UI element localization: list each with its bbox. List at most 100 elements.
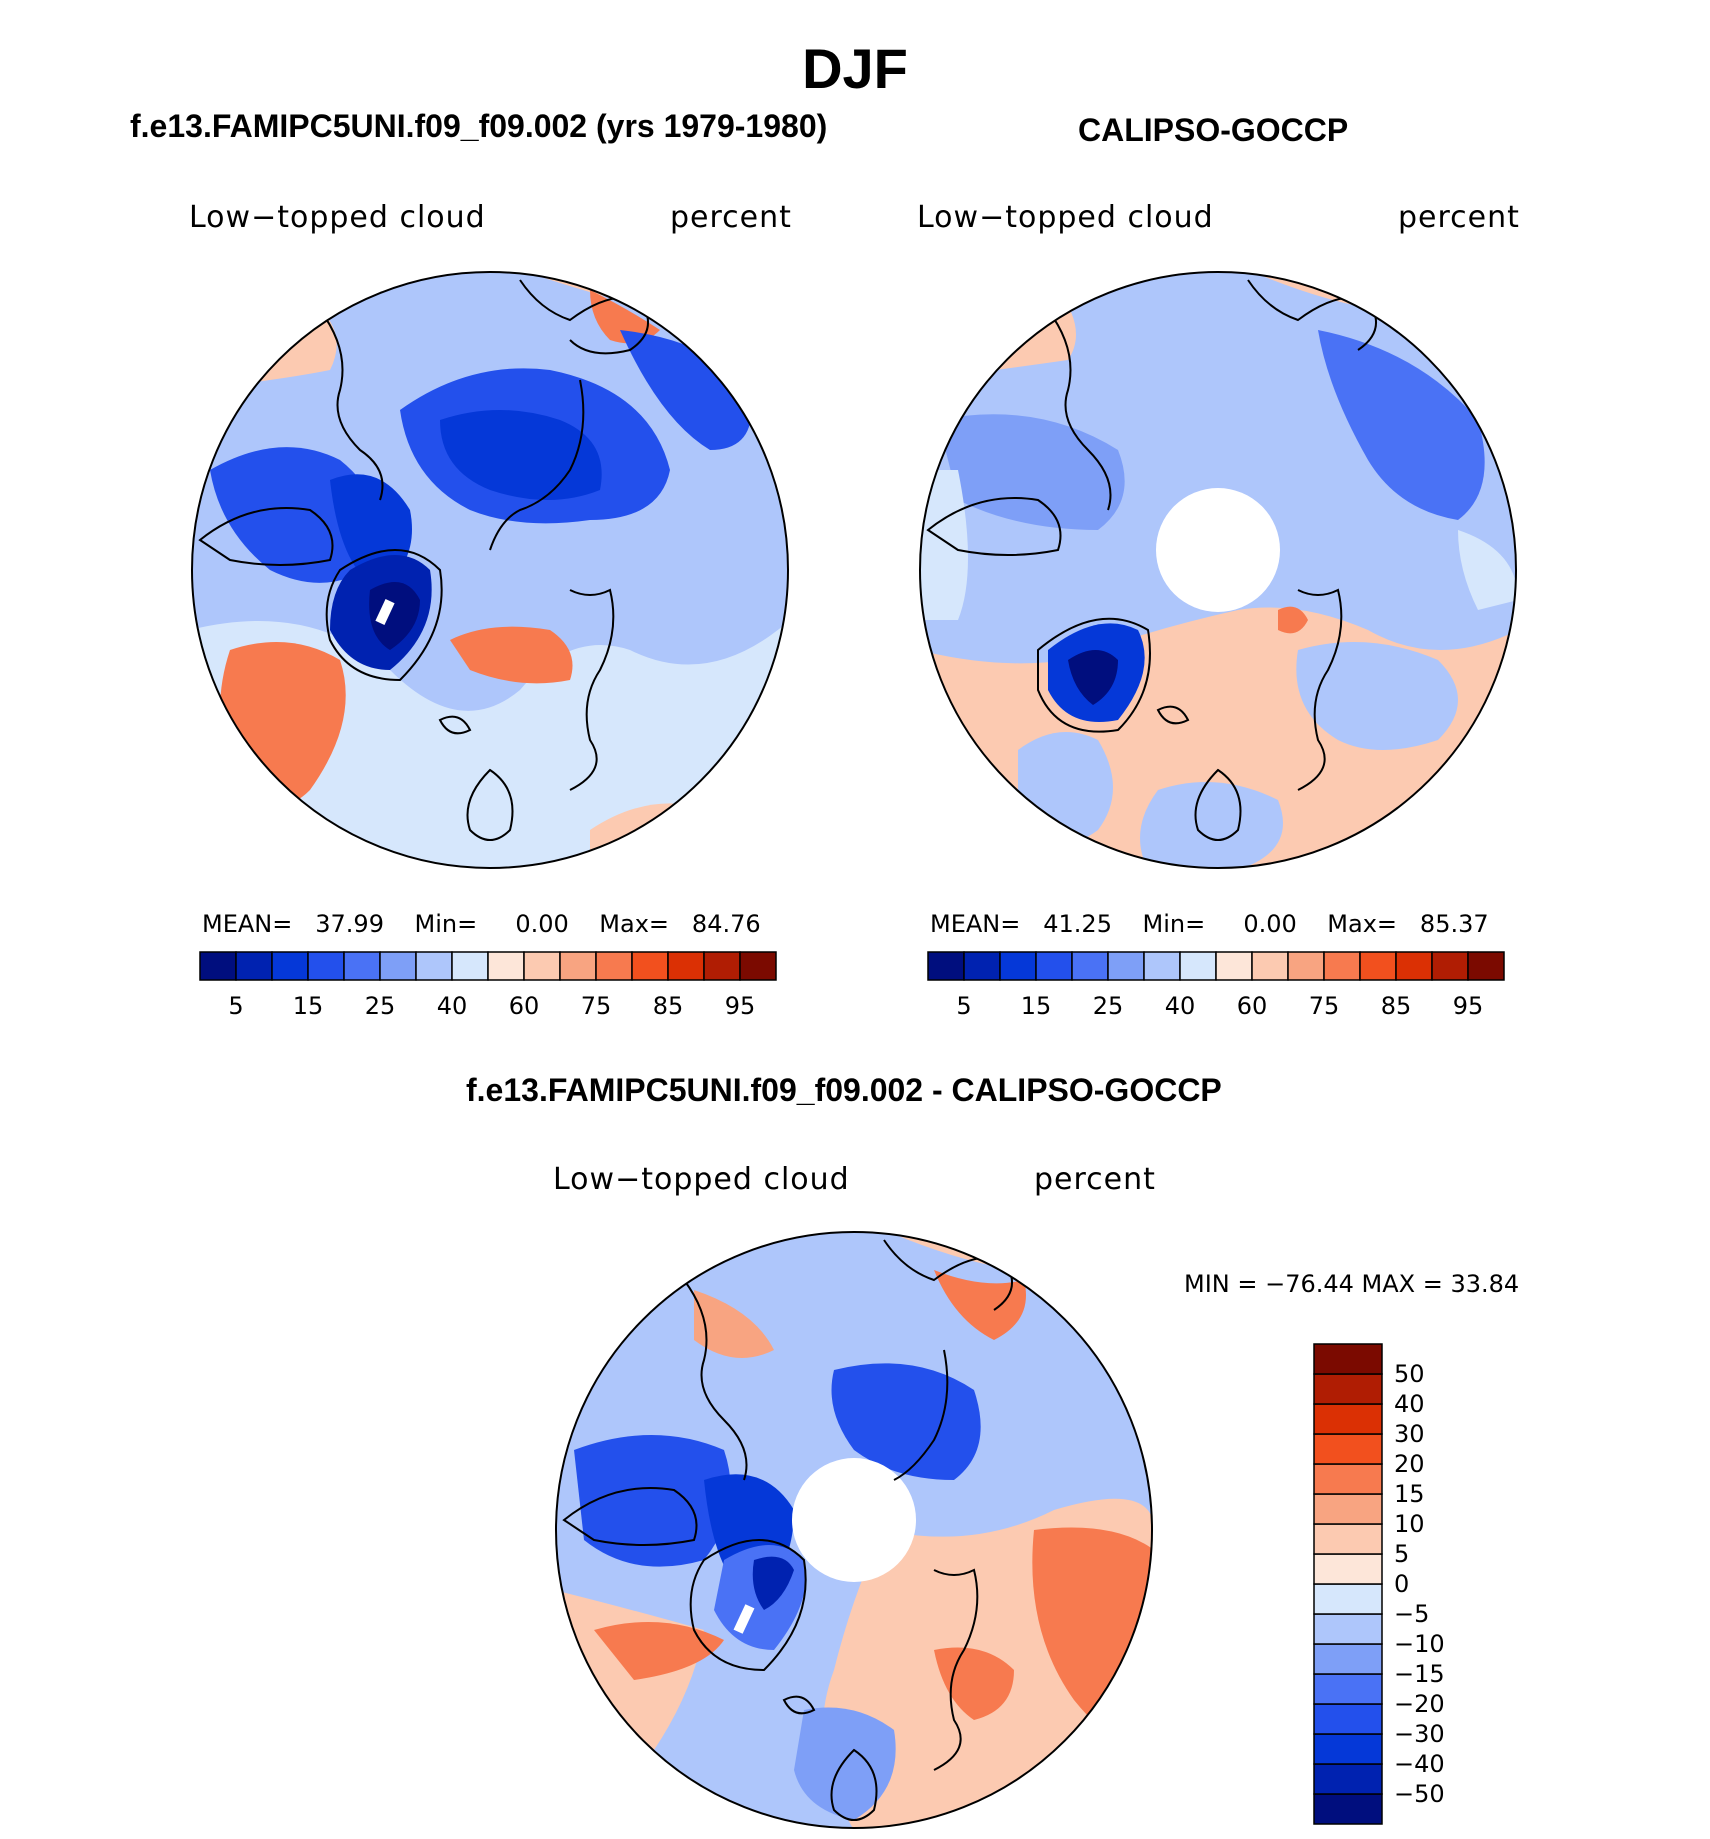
- colorbar-diff-swatch-5: [1313, 1643, 1383, 1675]
- colorbar-obs-swatch-2: [999, 951, 1037, 981]
- colorbar-model: [199, 951, 777, 981]
- colorbar-obs-ticks: 5 15 25 40 60 75 85 95: [928, 992, 1504, 1022]
- colorbar-diff-swatch-6: [1313, 1613, 1383, 1645]
- panel-obs-case-title: CALIPSO-GOCCP: [1078, 112, 1349, 148]
- colorbar-model-swatch-0: [199, 951, 237, 981]
- colorbar-model-swatch-3: [307, 951, 345, 981]
- colorbar-diff-swatch-10: [1313, 1493, 1383, 1525]
- colorbar-diff-swatch-7: [1313, 1583, 1383, 1615]
- colorbar-obs-tick-label: 95: [1452, 992, 1484, 1020]
- colorbar-obs-swatch-1: [963, 951, 1001, 981]
- colorbar-obs-swatch-3: [1035, 951, 1073, 981]
- colorbar-diff-swatch-8: [1313, 1553, 1383, 1585]
- colorbar-model-swatch-15: [739, 951, 777, 981]
- colorbar-diff-tick-label: −15: [1394, 1660, 1445, 1688]
- colorbar-obs-swatch-6: [1143, 951, 1181, 981]
- colorbar-obs-tick-label: 85: [1380, 992, 1412, 1020]
- colorbar-obs-swatch-0: [927, 951, 965, 981]
- panel-obs-variable-label: Low−topped cloud: [917, 200, 1214, 235]
- colorbar-diff-tick-label: 40: [1394, 1390, 1425, 1418]
- colorbar-diff-swatch-1: [1313, 1763, 1383, 1795]
- colorbar-model-tick-label: 25: [364, 992, 396, 1020]
- panel-model-variable-label: Low−topped cloud: [189, 200, 486, 235]
- colorbar-obs-swatch-7: [1179, 951, 1217, 981]
- colorbar-diff-swatch-11: [1313, 1463, 1383, 1495]
- colorbar-model-swatch-6: [415, 951, 453, 981]
- colorbar-diff-swatch-12: [1313, 1433, 1383, 1465]
- colorbar-obs-swatch-11: [1323, 951, 1361, 981]
- colorbar-model-tick-label: 40: [436, 992, 468, 1020]
- colorbar-obs-swatch-9: [1251, 951, 1289, 981]
- colorbar-diff-tick-label: −10: [1394, 1630, 1445, 1658]
- colorbar-diff-swatch-15: [1313, 1343, 1383, 1375]
- colorbar-model-tick-label: 5: [228, 992, 244, 1020]
- colorbar-obs-swatch-10: [1287, 951, 1325, 981]
- colorbar-diff-swatch-4: [1313, 1673, 1383, 1705]
- colorbar-model-swatch-13: [667, 951, 705, 981]
- map-model: [191, 271, 789, 869]
- colorbar-diff-tick-label: −50: [1394, 1780, 1445, 1808]
- colorbar-diff-swatch-2: [1313, 1733, 1383, 1765]
- colorbar-obs-tick-label: 40: [1164, 992, 1196, 1020]
- panel-diff-units-label: percent: [1034, 1162, 1156, 1197]
- colorbar-obs: [927, 951, 1505, 981]
- panel-diff-case-title: f.e13.FAMIPC5UNI.f09_f09.002 - CALIPSO-G…: [466, 1072, 1222, 1108]
- colorbar-obs-tick-label: 5: [956, 992, 972, 1020]
- colorbar-model-tick-label: 60: [508, 992, 540, 1020]
- panel-model-mean: MEAN= 37.99 Min= 0.00 Max= 84.76: [202, 910, 761, 938]
- colorbar-model-swatch-14: [703, 951, 741, 981]
- colorbar-obs-swatch-15: [1467, 951, 1505, 981]
- panel-model-units-label: percent: [670, 200, 792, 235]
- colorbar-diff-swatch-14: [1313, 1373, 1383, 1405]
- colorbar-obs-tick-label: 60: [1236, 992, 1268, 1020]
- colorbar-diff-ticks: 50 40 30 20 15 10 5 0 −5 −10 −15 −20 −30 −40 −50: [1394, 1344, 1514, 1824]
- colorbar-diff-tick-label: 50: [1394, 1360, 1425, 1388]
- colorbar-diff-tick-label: 5: [1394, 1540, 1410, 1568]
- colorbar-diff-swatch-0: [1313, 1793, 1383, 1825]
- colorbar-diff-tick-label: 0: [1394, 1570, 1410, 1598]
- colorbar-model-tick-label: 85: [652, 992, 684, 1020]
- panel-diff-variable-label: Low−topped cloud: [553, 1162, 850, 1197]
- colorbar-model-swatch-2: [271, 951, 309, 981]
- panel-obs-units-label: percent: [1398, 200, 1520, 235]
- map-obs: [919, 271, 1517, 869]
- colorbar-diff-tick-label: 10: [1394, 1510, 1425, 1538]
- colorbar-obs-tick-label: 25: [1092, 992, 1124, 1020]
- panel-diff-min-max: MIN = −76.44 MAX = 33.84: [1184, 1270, 1520, 1298]
- colorbar-diff-swatch-9: [1313, 1523, 1383, 1555]
- colorbar-obs-swatch-14: [1431, 951, 1469, 981]
- colorbar-obs-tick-label: 15: [1020, 992, 1052, 1020]
- colorbar-obs-swatch-8: [1215, 951, 1253, 981]
- colorbar-diff-swatch-13: [1313, 1403, 1383, 1435]
- colorbar-obs-swatch-12: [1359, 951, 1397, 981]
- colorbar-diff: [1313, 1343, 1383, 1825]
- colorbar-model-tick-label: 95: [724, 992, 756, 1020]
- colorbar-model-swatch-1: [235, 951, 273, 981]
- panel-model-case-title: f.e13.FAMIPC5UNI.f09_f09.002 (yrs 1979-1…: [130, 108, 828, 144]
- colorbar-model-tick-label: 75: [580, 992, 612, 1020]
- colorbar-diff-tick-label: −20: [1394, 1690, 1445, 1718]
- colorbar-diff-tick-label: 15: [1394, 1480, 1425, 1508]
- colorbar-diff-swatch-3: [1313, 1703, 1383, 1735]
- colorbar-model-tick-label: 15: [292, 992, 324, 1020]
- colorbar-model-swatch-8: [487, 951, 525, 981]
- colorbar-model-swatch-11: [595, 951, 633, 981]
- colorbar-model-swatch-12: [631, 951, 669, 981]
- map-diff: [555, 1231, 1153, 1829]
- colorbar-obs-tick-label: 75: [1308, 992, 1340, 1020]
- colorbar-model-swatch-4: [343, 951, 381, 981]
- colorbar-diff-tick-label: 30: [1394, 1420, 1425, 1448]
- colorbar-model-swatch-5: [379, 951, 417, 981]
- colorbar-obs-swatch-13: [1395, 951, 1433, 981]
- colorbar-diff-tick-label: −30: [1394, 1720, 1445, 1748]
- figure-title: DJF: [802, 37, 908, 100]
- colorbar-diff-tick-label: −5: [1394, 1600, 1430, 1628]
- colorbar-model-swatch-7: [451, 951, 489, 981]
- colorbar-obs-swatch-5: [1107, 951, 1145, 981]
- colorbar-diff-tick-label: −40: [1394, 1750, 1445, 1778]
- colorbar-model-ticks: 5 15 25 40 60 75 85 95: [200, 992, 776, 1022]
- colorbar-diff-tick-label: 20: [1394, 1450, 1425, 1478]
- panel-obs-mean: MEAN= 41.25 Min= 0.00 Max= 85.37: [930, 910, 1489, 938]
- colorbar-model-swatch-10: [559, 951, 597, 981]
- colorbar-obs-swatch-4: [1071, 951, 1109, 981]
